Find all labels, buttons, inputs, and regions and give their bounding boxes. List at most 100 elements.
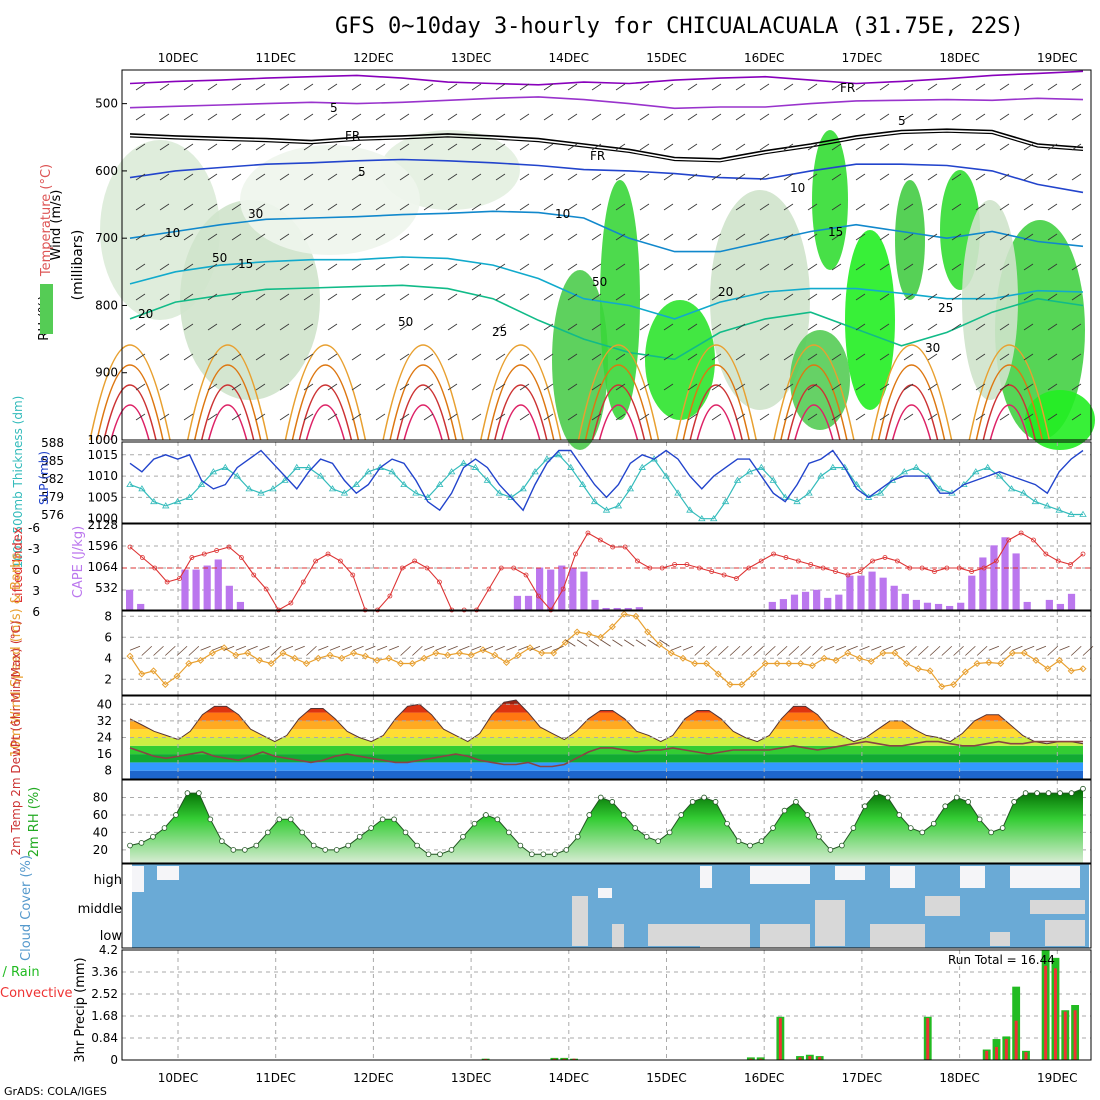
wind-barb xyxy=(735,83,746,91)
wind-barb xyxy=(1000,645,1011,656)
wind-barb xyxy=(1023,353,1034,361)
wind-barb xyxy=(375,173,386,181)
wind-marker xyxy=(244,649,252,657)
wind-marker xyxy=(326,651,334,659)
wind-barb xyxy=(663,233,674,241)
wind-barb xyxy=(879,323,890,331)
rh-marker xyxy=(196,790,202,796)
temp-tick: 32 xyxy=(97,714,112,728)
wind-barb xyxy=(327,413,338,421)
wind-barb xyxy=(783,383,794,391)
legend-total-label: Total / Rain xyxy=(0,965,40,980)
wind-barb xyxy=(927,263,938,271)
li-marker xyxy=(833,569,838,574)
rh-marker xyxy=(735,838,742,844)
thickness-tick: 579 xyxy=(41,490,64,504)
wind-barb xyxy=(279,263,290,271)
wind-barb xyxy=(231,143,242,151)
wind-barb xyxy=(1047,143,1058,151)
cloud-gap xyxy=(1045,920,1085,946)
wind-barb xyxy=(735,263,746,271)
wind-barb xyxy=(159,263,170,271)
wind-barb xyxy=(207,383,218,391)
cape-bar xyxy=(547,569,555,610)
warm-contour xyxy=(682,364,750,441)
cape-bar xyxy=(868,571,876,610)
rh-marker xyxy=(368,825,374,831)
wind-barb xyxy=(741,645,753,656)
wind-barb xyxy=(953,645,964,656)
wind-barb xyxy=(423,173,434,181)
wind-barb xyxy=(1023,113,1034,121)
rh-marker xyxy=(758,838,765,844)
top-date-label: 16DEC xyxy=(744,51,784,65)
li-marker xyxy=(597,537,603,543)
wind-barb xyxy=(663,383,674,391)
wind-barb xyxy=(543,353,554,361)
contour-label: 15 xyxy=(828,225,843,239)
wind-barb xyxy=(567,83,578,91)
wind-barb xyxy=(279,293,290,301)
wind-barb xyxy=(975,383,986,391)
wind-barb xyxy=(663,413,674,421)
li-marker xyxy=(214,548,220,553)
rh-marker xyxy=(529,851,535,858)
wind-barb xyxy=(270,645,282,656)
wind-barb xyxy=(399,143,410,151)
wind-barb xyxy=(759,203,770,211)
wind-barb xyxy=(735,143,746,151)
wind-barb xyxy=(400,645,411,656)
wind-barb xyxy=(543,293,554,301)
wind-barb xyxy=(159,203,170,211)
wind-barb xyxy=(471,233,482,241)
precip-tick: 4.2 xyxy=(99,943,118,957)
wind-barb xyxy=(903,233,914,241)
wind-barb xyxy=(303,83,314,91)
wind-barb xyxy=(735,383,746,391)
wind-barb xyxy=(494,645,505,651)
wind-barb xyxy=(615,83,626,91)
thickness-marker xyxy=(304,463,313,470)
warm-contour xyxy=(975,364,1044,441)
cloud-gap xyxy=(1010,866,1080,888)
warm-contour xyxy=(989,404,1030,441)
wind-barb xyxy=(255,83,266,91)
contour-label: FR xyxy=(345,129,360,143)
wind-barb xyxy=(687,353,698,361)
wind-barb xyxy=(423,323,434,331)
rh-legend-swatch xyxy=(40,284,53,334)
wind-barb xyxy=(519,353,530,361)
wind-barb xyxy=(639,173,650,181)
wind-marker xyxy=(444,651,452,659)
rh-marker xyxy=(552,851,558,858)
rh-marker xyxy=(299,829,306,836)
rh-shading xyxy=(240,145,420,255)
rh-marker xyxy=(953,794,960,801)
wind-barb xyxy=(659,639,670,647)
wind-marker xyxy=(879,649,887,657)
rh-marker xyxy=(207,816,214,823)
run-total-label: Run Total = 16.44 xyxy=(948,953,1055,967)
wind-barb xyxy=(231,203,242,211)
wind-barb xyxy=(903,173,914,181)
wind-barb xyxy=(879,143,890,151)
cloud-gap xyxy=(960,866,985,888)
precip-conv-bar xyxy=(798,1057,802,1060)
warm-contour xyxy=(480,344,562,441)
wind-tick: 6 xyxy=(104,630,112,644)
wind-barb xyxy=(495,113,506,121)
wind-barb xyxy=(663,353,674,361)
wind-barb xyxy=(765,645,776,656)
wind-marker xyxy=(420,654,428,662)
thickness-marker xyxy=(269,485,277,492)
warm-contour xyxy=(870,344,953,441)
wind-barb xyxy=(879,113,890,121)
temp-tick: 8 xyxy=(104,764,112,778)
cape-bar xyxy=(602,607,610,610)
warm-contour xyxy=(200,384,255,441)
cape-bar xyxy=(1056,603,1065,610)
wind-barb xyxy=(231,293,242,301)
wind-barb xyxy=(951,323,962,331)
top-date-label: 12DEC xyxy=(353,51,393,65)
